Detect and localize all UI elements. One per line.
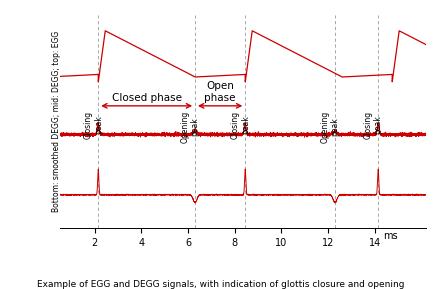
Y-axis label: Bottom: smoothed DEGG; mid: DEGG; top: EGG: Bottom: smoothed DEGG; mid: DEGG; top: E… bbox=[52, 31, 61, 212]
Text: ms: ms bbox=[383, 231, 397, 241]
Text: Opening
peak: Opening peak bbox=[180, 111, 200, 143]
Text: Open
phase: Open phase bbox=[204, 81, 236, 103]
Text: Closed phase: Closed phase bbox=[112, 93, 182, 103]
Text: Closing
peak: Closing peak bbox=[363, 111, 383, 139]
Text: Closing
peak: Closing peak bbox=[83, 111, 103, 139]
Text: Example of EGG and DEGG signals, with indication of glottis closure and opening: Example of EGG and DEGG signals, with in… bbox=[37, 280, 404, 289]
Text: Opening
peak: Opening peak bbox=[320, 111, 340, 143]
Text: Closing
peak: Closing peak bbox=[230, 111, 250, 139]
